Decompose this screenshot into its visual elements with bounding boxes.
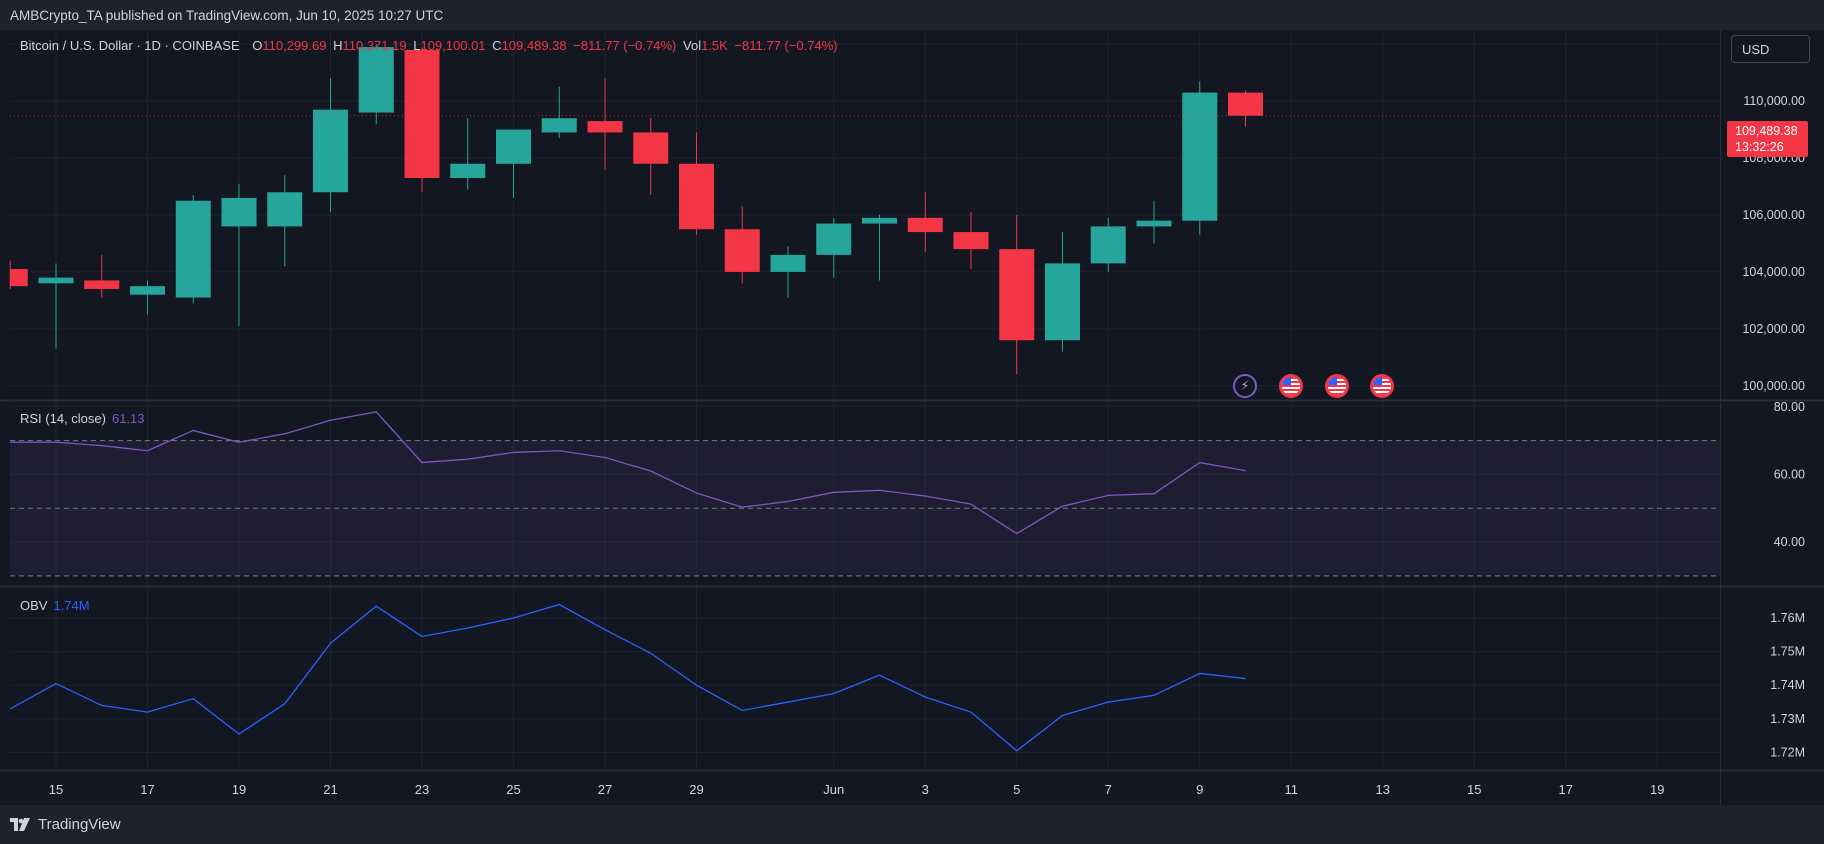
time-axis-tick-label: 7	[1105, 782, 1112, 797]
time-axis-tick-label: Jun	[823, 782, 844, 797]
close-value: 109,489.38	[501, 38, 567, 53]
candle-body	[175, 200, 211, 298]
last-price-tag: 109,489.38 13:32:26	[1727, 121, 1808, 157]
time-axis-tick-label: 17	[1559, 782, 1573, 797]
candle-body	[679, 163, 714, 230]
time-axis-tick-label: 13	[1376, 782, 1390, 797]
obv-value: 1.74M	[53, 598, 90, 613]
candle-body	[130, 286, 165, 295]
obv-title[interactable]: OBV	[20, 598, 48, 613]
us-flag-event-icon[interactable]	[1325, 374, 1349, 398]
price-change: −811.77 (−0.74%)	[573, 38, 677, 53]
candle-body	[816, 223, 852, 255]
candle-body	[633, 132, 669, 164]
rsi-axis-tick-label: 40.00	[1774, 535, 1805, 549]
symbol-legend: Bitcoin / U.S. Dollar · 1D · COINBASE O1…	[20, 38, 841, 53]
time-axis-tick-label: 29	[689, 782, 703, 797]
time-axis-tick-label: 9	[1196, 782, 1203, 797]
time-axis-tick-label: 19	[1650, 782, 1664, 797]
candle-body	[999, 249, 1035, 341]
rsi-title[interactable]: RSI (14, close)	[20, 411, 106, 426]
candle-body	[1136, 220, 1172, 227]
candle-body	[770, 254, 806, 272]
footer-bar: TradingView	[0, 805, 1824, 844]
time-axis-tick-label: 11	[1285, 782, 1299, 797]
obv-axis-tick-label: 1.75M	[1770, 645, 1805, 659]
candle-body	[496, 129, 531, 164]
time-axis-tick-label: 17	[140, 782, 154, 797]
candle-body	[450, 163, 486, 178]
candle-body	[38, 277, 74, 284]
time-axis-tick-label: 15	[49, 782, 63, 797]
obv-legend: OBV 1.74M	[20, 598, 90, 613]
candle-body	[541, 118, 577, 133]
symbol-name[interactable]: Bitcoin / U.S. Dollar · 1D · COINBASE	[20, 38, 240, 53]
high-value: 110,371.19	[342, 38, 407, 53]
us-flag-event-icon[interactable]	[1370, 374, 1394, 398]
rsi-axis-tick-label: 80.00	[1774, 400, 1805, 414]
candle-body	[358, 47, 394, 113]
candle-body	[1090, 226, 1126, 264]
tradingview-logo-icon	[10, 817, 30, 831]
candle-body	[404, 49, 440, 178]
high-label: H	[333, 38, 343, 53]
price-axis-tick-label: 102,000.00	[1742, 322, 1805, 336]
price-axis-tick-label: 110,000.00	[1743, 94, 1805, 108]
candle-body	[953, 232, 989, 250]
low-value: 109,100.01	[420, 38, 486, 53]
published-header: AMBCrypto_TA published on TradingView.co…	[0, 0, 1824, 30]
candle-body	[907, 217, 943, 233]
rsi-axis-tick-label: 60.00	[1774, 467, 1805, 481]
time-axis-tick-label: 15	[1467, 782, 1481, 797]
candle-body	[862, 217, 897, 224]
candle-body	[724, 229, 760, 272]
rsi-legend: RSI (14, close) 61.13	[20, 411, 145, 426]
currency-button[interactable]: USD	[1731, 35, 1810, 63]
price-chart-area[interactable]: 100,000.00 102,000.00 104,000.00 106,000.00…	[0, 0, 1824, 805]
us-flag-event-icon[interactable]	[1279, 374, 1303, 398]
time-axis-tick-label: 5	[1013, 782, 1020, 797]
close-label: C	[492, 38, 502, 53]
time-axis-tick-label: 23	[415, 782, 429, 797]
price-axis-tick-label: 104,000.00	[1742, 265, 1805, 279]
obv-axis-tick-label: 1.73M	[1770, 712, 1805, 726]
time-axis-tick-label: 19	[232, 782, 246, 797]
obv-axis-tick-label: 1.74M	[1770, 678, 1805, 692]
candle-body	[1045, 263, 1080, 341]
candle-body	[221, 197, 257, 227]
price-axis-tick-label: 100,000.00	[1742, 379, 1805, 393]
obv-axis-tick-label: 1.76M	[1770, 611, 1805, 625]
candle-body	[10, 269, 28, 287]
candle-body	[313, 109, 348, 193]
obv-line	[9, 603, 1246, 752]
candle-body	[1182, 92, 1218, 221]
low-label: L	[413, 38, 421, 53]
open-label: O	[252, 38, 263, 53]
last-price-value: 109,489.38	[1735, 124, 1798, 138]
open-value: 110,299.69	[262, 38, 327, 53]
rsi-line	[10, 411, 1246, 535]
candle-body	[587, 121, 623, 133]
volume-label: Vol	[683, 38, 702, 53]
volume-value: 1.5K	[701, 38, 728, 53]
footer-brand: TradingView	[38, 816, 121, 833]
bar-countdown: 13:32:26	[1735, 140, 1784, 154]
time-axis-tick-label: 3	[922, 782, 929, 797]
candle-body	[1228, 92, 1263, 116]
price-axis-tick-label: 106,000.00	[1742, 208, 1805, 222]
obv-axis-tick-label: 1.72M	[1770, 746, 1805, 760]
candle-body	[267, 192, 303, 227]
lightning-event-icon[interactable]: ⚡	[1233, 374, 1257, 398]
volume-change: −811.77 (−0.74%)	[734, 38, 838, 53]
candle-body	[84, 280, 120, 289]
time-axis-tick-label: 25	[506, 782, 520, 797]
time-axis-tick-label: 27	[598, 782, 612, 797]
rsi-value: 61.13	[111, 411, 145, 426]
time-axis-tick-label: 21	[323, 782, 337, 797]
